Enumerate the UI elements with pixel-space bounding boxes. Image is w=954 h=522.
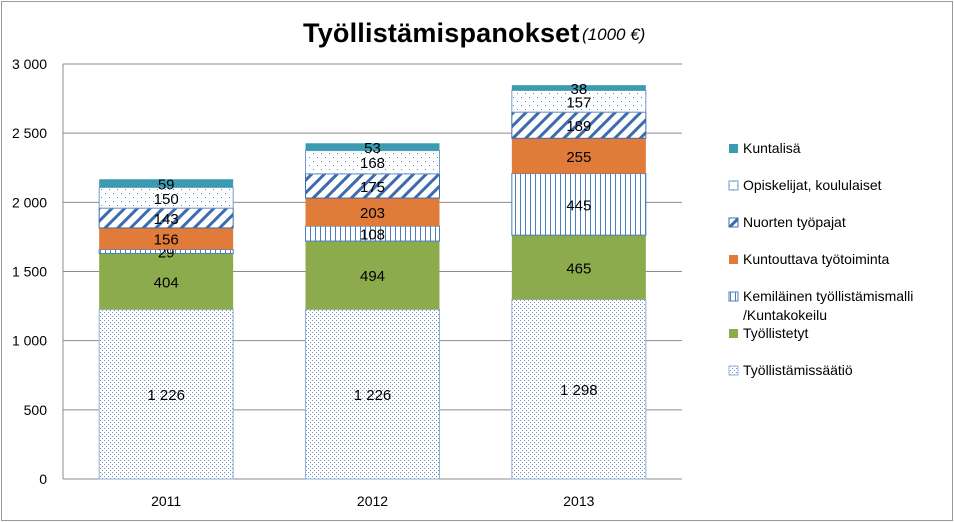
bar-segment [98, 308, 234, 480]
legend: Kuntalisä Opiskelijat, koululaiset Nuorten… [728, 140, 913, 378]
chart-title: Työllistämispanokset [303, 18, 580, 48]
data-label: 189 [566, 118, 591, 135]
data-label: 1 226 [147, 387, 185, 404]
y-tick-label: 1 000 [12, 333, 47, 349]
legend-swatch [729, 255, 738, 264]
x-tick-label: 2012 [357, 493, 388, 509]
bar-segment [511, 173, 647, 236]
legend-label: Opiskelijat, koululaiset [743, 177, 882, 193]
chart-title-area: Työllistämispanokset (1000 €) [0, 14, 954, 54]
chart-subtitle: (1000 €) [582, 25, 646, 44]
data-label: 1 298 [560, 382, 598, 399]
legend-label: Kemiläinen työllistämismalli [743, 288, 913, 304]
bar-segment [305, 143, 440, 151]
y-tick-label: 2 000 [12, 194, 47, 210]
data-label: 404 [154, 274, 179, 291]
data-label: 156 [154, 232, 179, 249]
y-tick-label: 3 000 [12, 56, 47, 72]
bar-segment [305, 241, 440, 310]
bar-segment [305, 308, 440, 480]
data-label: 157 [566, 94, 591, 111]
x-tick-label: 2013 [563, 493, 594, 509]
bar-segment [99, 227, 234, 250]
legend-swatch [728, 217, 739, 228]
legend-label: Nuorten työpajat [743, 214, 846, 230]
bar-segment [511, 298, 647, 480]
data-label: 175 [360, 179, 385, 196]
data-label: 53 [364, 140, 381, 157]
legend-swatch [728, 291, 739, 302]
data-label: 150 [154, 191, 179, 208]
data-label: 168 [360, 155, 385, 172]
x-tick-label: 2011 [151, 493, 181, 509]
y-tick-label: 1 500 [12, 264, 47, 280]
legend-swatch [728, 365, 739, 376]
bar-segment [99, 179, 234, 188]
y-tick-label: 500 [24, 402, 48, 418]
bar-segment [511, 111, 647, 139]
legend-label: Kuntalisä [743, 140, 801, 156]
legend-swatch [729, 144, 738, 153]
bar-segment [99, 253, 234, 310]
data-label: 445 [566, 197, 591, 214]
legend-label: Työllistämissäätiö [743, 362, 853, 378]
bar-segment [305, 198, 440, 227]
legend-label: Kuntouttava työtoiminta [743, 251, 890, 267]
data-label: 465 [566, 260, 591, 277]
legend-label: /Kuntakokeilu [743, 307, 827, 323]
data-label: 255 [566, 149, 591, 166]
legend-label: Työllistetyt [743, 325, 808, 341]
legend-swatch [729, 329, 738, 338]
data-label: 203 [360, 205, 385, 222]
data-label: 143 [154, 211, 179, 228]
bar-segment [511, 138, 646, 174]
data-label: 38 [570, 81, 587, 98]
data-label: 108 [360, 227, 385, 244]
y-tick-label: 0 [39, 471, 47, 487]
legend-swatch [728, 180, 739, 191]
data-label: 494 [360, 268, 385, 285]
data-label: 1 226 [354, 387, 392, 404]
bar-segment [511, 85, 646, 91]
bar-segment [511, 235, 646, 300]
data-label: 59 [158, 176, 175, 193]
y-tick-label: 2 500 [12, 125, 47, 141]
